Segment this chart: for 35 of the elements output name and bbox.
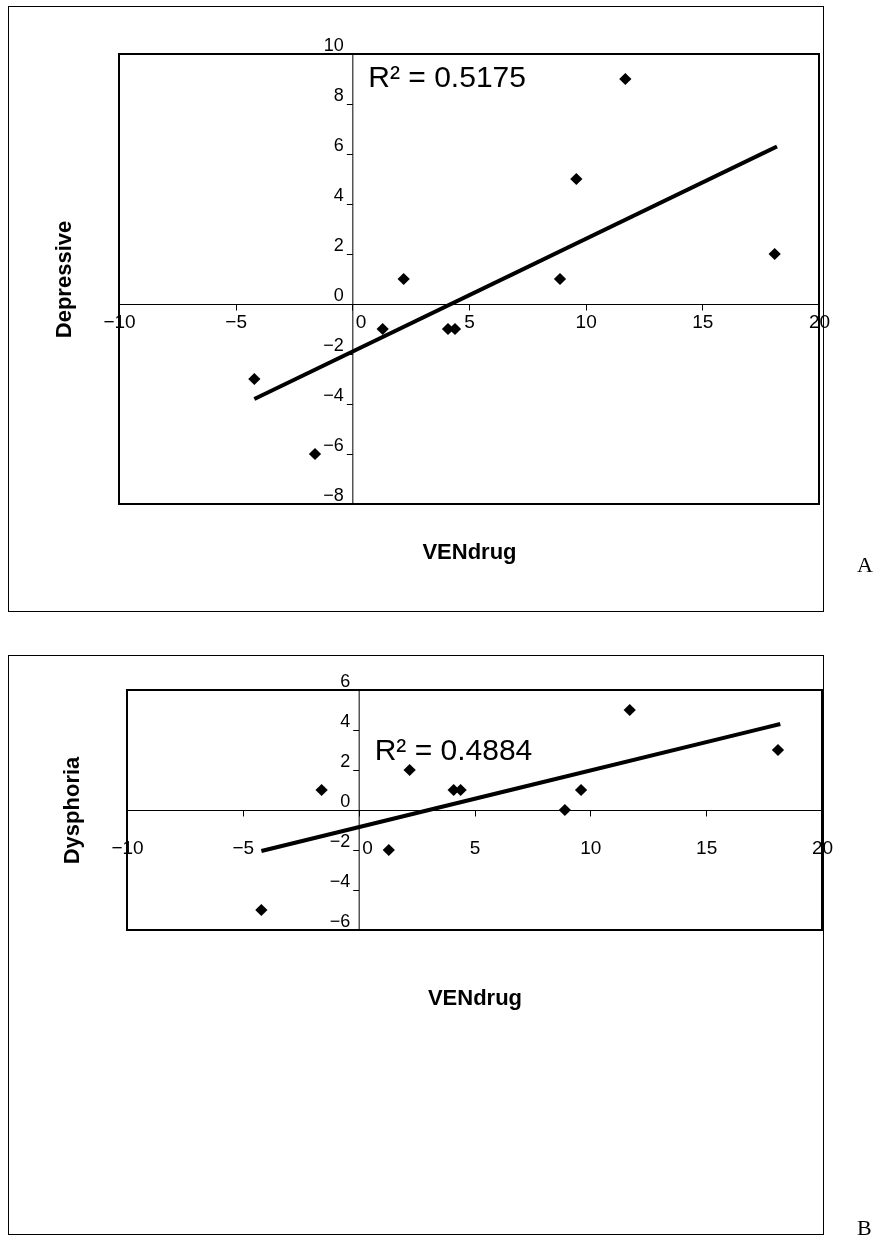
y-tick-label: 0 [340, 790, 351, 811]
annotation: R² = 0.5175 [368, 60, 526, 93]
y-tick-label: −8 [323, 484, 344, 505]
y-tick-label: 4 [340, 710, 351, 731]
x-tick-label: 5 [464, 310, 475, 332]
y-axis-title: Depressive [50, 220, 76, 339]
x-axis-title: VENdrug [422, 538, 517, 564]
x-tick-label: −5 [225, 310, 247, 332]
y-tick-label: 6 [333, 134, 344, 155]
y-tick-label: −6 [323, 434, 344, 455]
text: B [857, 1215, 872, 1240]
y-tick-label: −4 [329, 870, 351, 891]
y-tick-label: 0 [333, 284, 344, 305]
y-tick-label: 2 [333, 234, 344, 255]
x-tick-label: −5 [232, 836, 255, 858]
x-tick-label: 10 [580, 836, 602, 858]
y-tick-label: 6 [340, 670, 351, 691]
x-tick-label: 10 [575, 310, 597, 332]
y-tick-label: 4 [333, 184, 344, 205]
x-tick-label: 5 [469, 836, 481, 858]
y-tick-label: −4 [323, 384, 344, 405]
y-axis-title: Dysphoria [58, 755, 84, 865]
text: A [857, 552, 873, 577]
y-tick-label: 2 [340, 750, 351, 771]
y-tick-label: −2 [329, 830, 351, 851]
x-tick-label: 0 [362, 836, 373, 858]
x-axis-title: VENdrug [427, 984, 523, 1010]
y-tick-label: −6 [329, 910, 351, 931]
y-tick-label: −2 [323, 334, 344, 355]
x-tick-label: 15 [692, 310, 714, 332]
x-tick-label: 15 [696, 836, 718, 858]
x-tick-label: 0 [355, 310, 367, 332]
y-tick-label: 8 [333, 84, 344, 105]
annotation: R² = 0.4884 [374, 733, 533, 766]
y-tick-label: 10 [323, 34, 344, 55]
